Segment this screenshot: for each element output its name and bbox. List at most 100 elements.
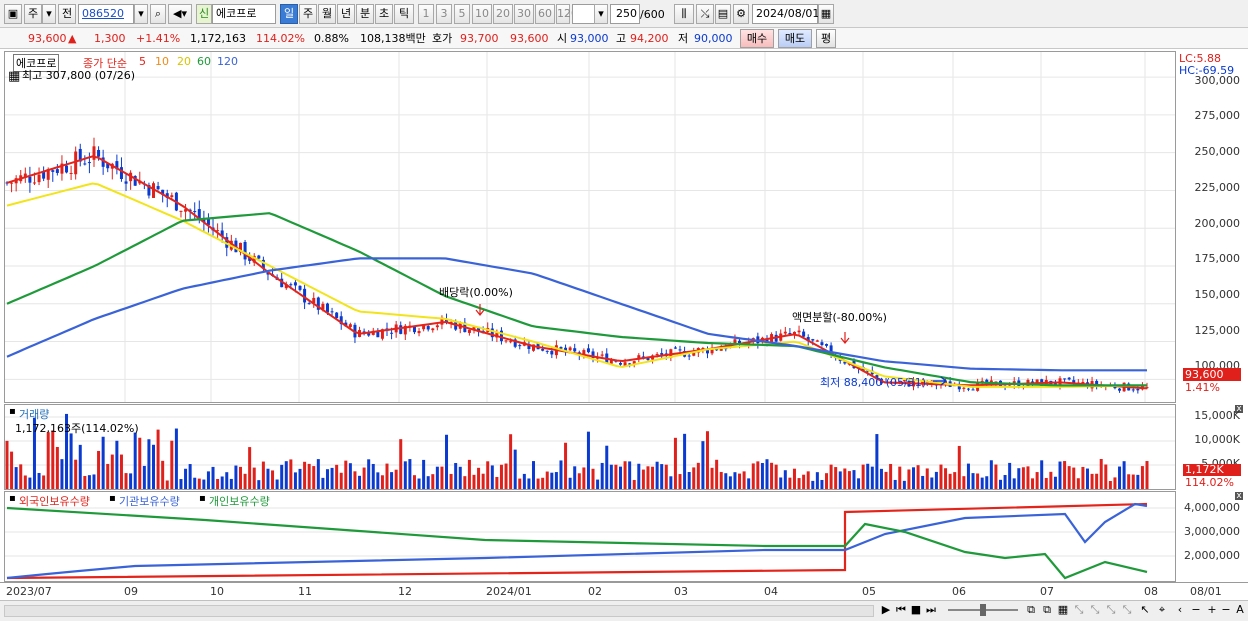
stock-name-field[interactable]: 에코프로 [212,4,276,24]
channel-tool-icon[interactable]: ⤡ [1122,603,1132,616]
fib-tool-icon[interactable]: ⤡ [1106,603,1116,616]
buy-button[interactable]: 매수 [740,29,774,48]
tab-tick[interactable]: 틱 [394,4,414,24]
x-tick: 2024/01 [486,585,532,598]
volume-bar [912,467,916,489]
trend-tool-icon[interactable]: ⤡ [1074,603,1084,616]
stock-code-input[interactable]: 086520 [78,4,134,24]
interval-20[interactable]: 20 [493,4,513,24]
interval-10[interactable]: 10 [472,4,492,24]
gear-icon[interactable]: ⚙ [733,4,749,24]
volume-pane[interactable]: ▪ 거래량 1,172,163주(114.02%) [4,404,1176,490]
volume-bar [902,480,906,489]
auto-scale-icon[interactable]: A [1236,603,1244,616]
prev-button[interactable]: 전 [58,4,76,24]
tab-day[interactable]: 일 [280,4,298,24]
candle-body [179,210,183,212]
code-dropdown-icon[interactable]: ▾ [134,4,148,24]
bar-count-input[interactable]: 250 [610,4,640,24]
zoom-in-icon[interactable]: + [1207,603,1217,616]
volume-bar [119,454,123,489]
candle-body [225,237,229,248]
close-pane-icon[interactable]: x [1235,491,1243,501]
volume-bar [1095,473,1099,489]
close-pane-icon[interactable]: x [1235,404,1243,414]
volume-bar [1053,476,1057,489]
volume-bar [19,464,23,489]
stop-icon[interactable]: ■ [910,603,922,616]
tab-year[interactable]: 년 [337,4,355,24]
price-pane[interactable]: 에코프로 종가 단순 5 10 20 60 120 ▦ 최고 307,800 (… [4,51,1176,403]
play-icon[interactable]: ▶ [881,603,891,616]
candle-body [623,362,627,367]
search-icon[interactable]: ⌕ [150,4,166,24]
volume-bar [779,477,783,489]
y-tick: 225,000 [1194,181,1241,194]
candle-body [715,349,719,351]
candle-type-icon[interactable]: ⫼ [674,4,694,24]
previous-icon[interactable]: ‹ [1177,603,1183,616]
zoom-out-icon[interactable]: − [1191,603,1201,616]
tab-week[interactable]: 주 [299,4,317,24]
legend-stock-name[interactable]: 에코프로 [13,54,60,72]
crosshair-icon[interactable]: ⌖ [1158,603,1166,616]
calendar-icon[interactable]: ▦ [8,69,21,84]
eval-button[interactable]: 평 [816,29,836,48]
candle-body [573,348,577,352]
chevron-down-icon[interactable]: ▾ [42,4,56,24]
interval-3[interactable]: 3 [436,4,452,24]
candle-body [792,331,796,335]
volume-bar [298,468,302,489]
volume-bar [879,468,883,489]
line-tool-icon[interactable]: ⤡ [1090,603,1100,616]
pane-marker-icon: ▪ [109,493,116,504]
grid-icon[interactable]: ▦ [1057,603,1069,616]
arrow-tool-icon[interactable]: ↖ [1140,603,1150,616]
draw-tool-icon[interactable]: ⤯ [696,4,714,24]
tab-month[interactable]: 월 [318,4,336,24]
speaker-icon[interactable]: ◀▾ [168,4,192,24]
x-axis: 2023/07 09 10 11 12 2024/01 02 03 04 05 … [0,582,1248,600]
volume-bar [568,477,572,489]
interval-120[interactable]: 120 [556,4,578,24]
fast-forward-icon[interactable]: ⏭ [926,603,936,616]
sell-button[interactable]: 매도 [778,29,812,48]
volume-bar [939,464,943,489]
volume-bar [307,463,311,489]
candle-body [193,211,197,213]
candle-body [316,297,320,310]
interval-60[interactable]: 60 [535,4,555,24]
calendar-icon[interactable]: ▦ [818,4,834,24]
chart-settings-icon[interactable]: ▣ [4,4,22,24]
save-icon[interactable]: ▤ [715,4,731,24]
volume-bar [664,464,668,489]
speed-slider-thumb[interactable] [980,604,986,616]
interval-5[interactable]: 5 [454,4,470,24]
volume-bar [330,467,334,489]
volume-bar [316,459,320,489]
volume-bar [765,459,769,489]
volume-bar [550,472,554,489]
volume-bar [554,472,558,489]
interval-1[interactable]: 1 [418,4,434,24]
volume-bar [957,445,961,489]
tab-second[interactable]: 초 [375,4,393,24]
candle-body [454,322,458,330]
zoom-fit-icon[interactable]: ⧉ [1027,603,1035,616]
volume-bar [74,459,78,489]
volume-bar [989,460,993,489]
volume-bar [596,479,600,489]
interval-30[interactable]: 30 [514,4,534,24]
reset-icon[interactable]: − [1221,603,1231,616]
period-type-select[interactable]: 주 [24,4,42,24]
interval-dropdown-icon[interactable]: ▾ [594,4,608,24]
date-input[interactable]: 2024/08/01 [752,4,819,24]
rewind-icon[interactable]: ⏮ [896,603,906,616]
horizontal-scrollbar[interactable] [4,605,874,617]
tab-minute[interactable]: 분 [356,4,374,24]
copy-icon[interactable]: ⧉ [1043,603,1051,616]
pane-marker-icon: ▪ [9,406,16,417]
legend-ma10: 10 [155,55,169,68]
holdings-pane[interactable]: ▪ 외국인보유수량 ▪ 기관보유수량 ▪ 개인보유수량 [4,491,1176,582]
candle-body [1072,380,1076,384]
